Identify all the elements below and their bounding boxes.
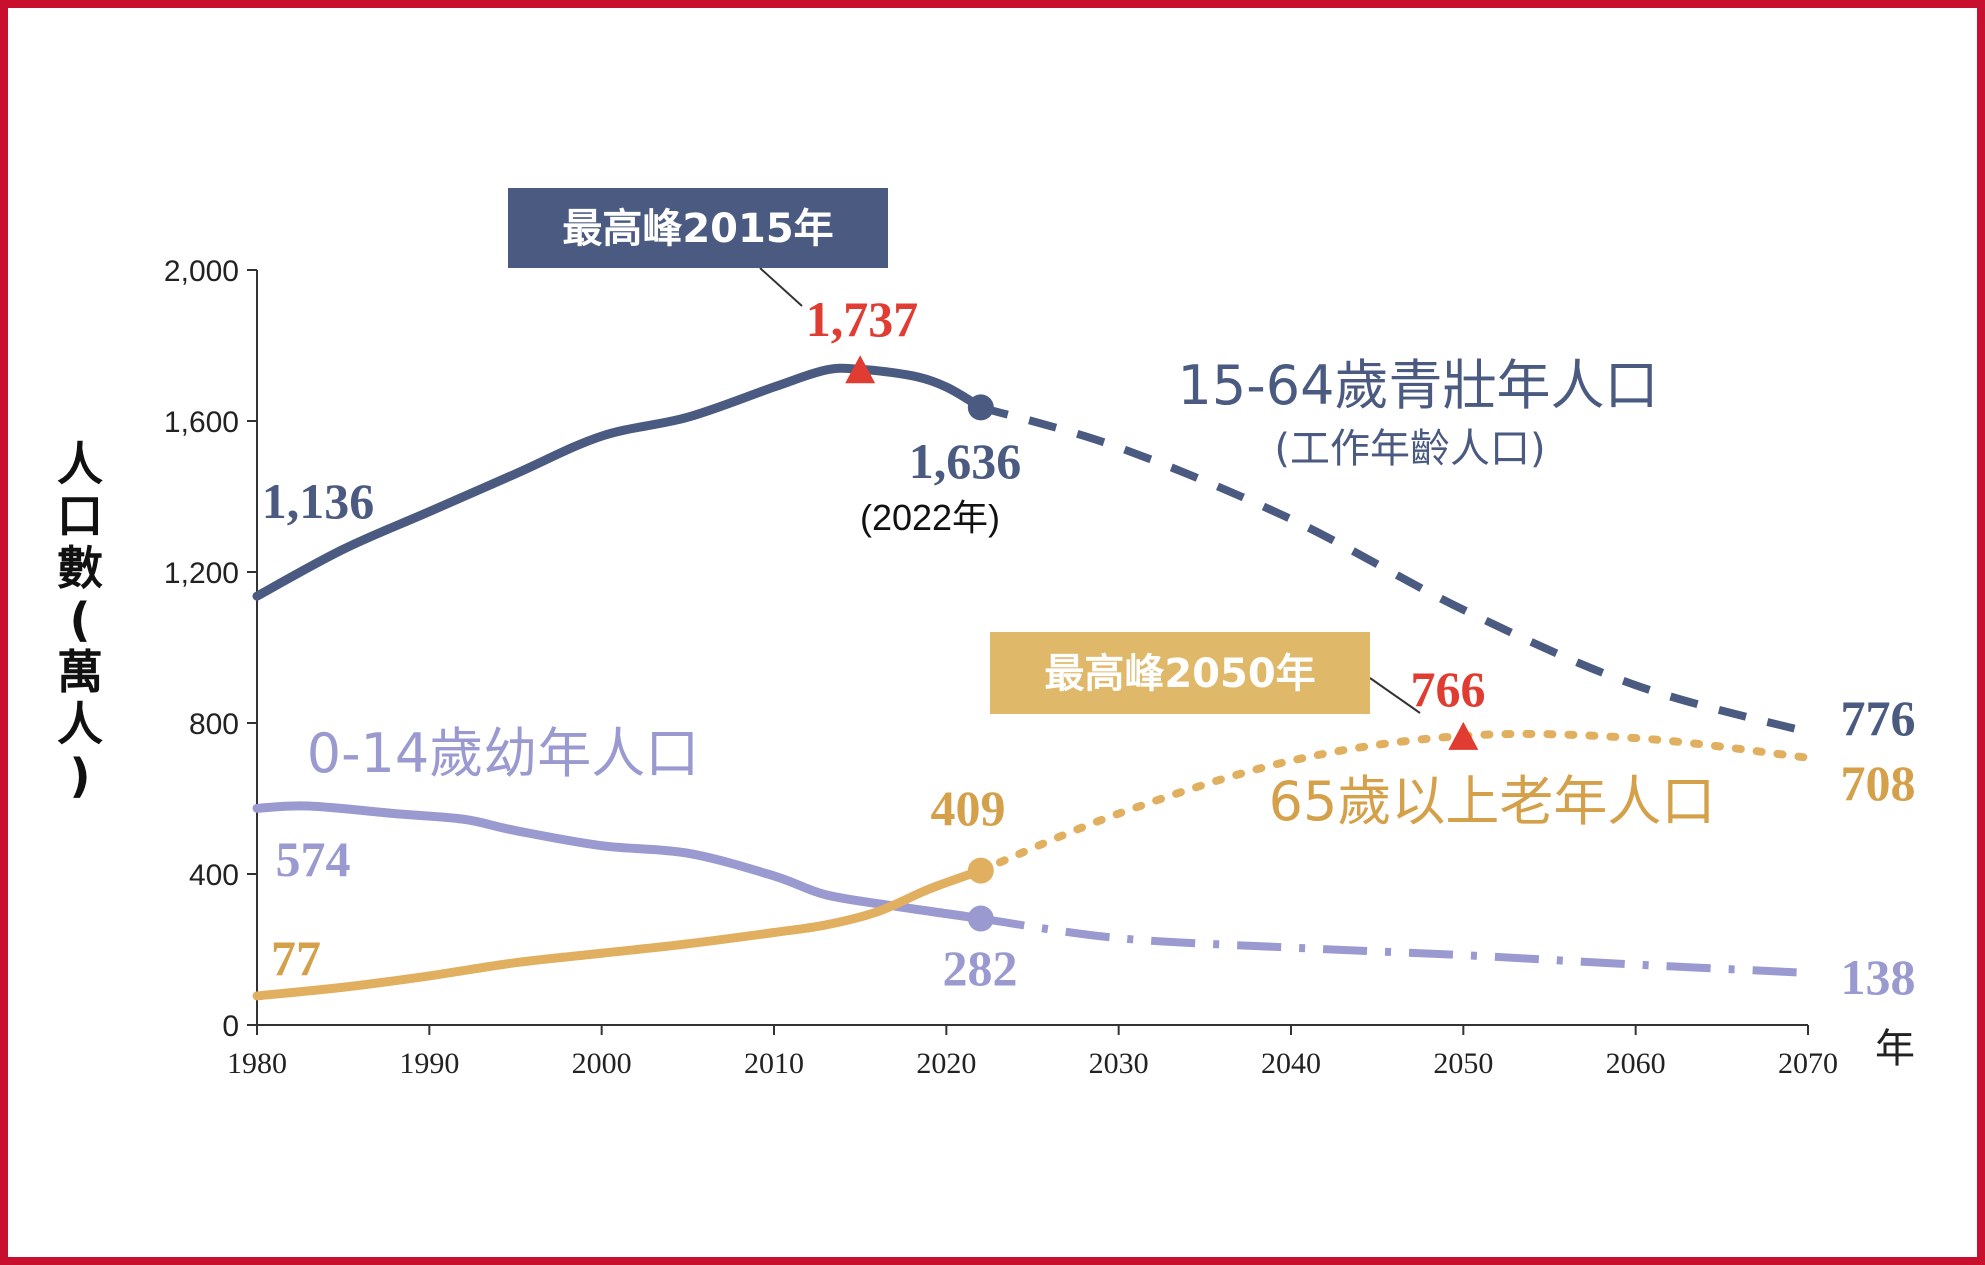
label-working-start: 1,136 [262,473,375,529]
y-tick-label: 400 [189,859,239,892]
label-elderly-current: 409 [931,780,1006,836]
y-tick-label: 800 [189,708,239,741]
x-tick-label: 2060 [1606,1047,1666,1080]
x-ticks: 1980 1990 2000 2010 2020 2030 2040 2050 2060 2070 [227,1025,1838,1080]
axes [256,270,1808,1026]
label-young-start: 574 [276,831,351,887]
series-name-working: 15-64歲青壯年人口 [1178,354,1659,417]
callout-elderly-text: 最高峰2050年 [1044,651,1315,697]
callout-working-peak: 最高峰2015年 [508,188,888,307]
y-axis-label: 人口數(萬人) [57,437,103,803]
series-name-young: 0-14歲幼年人口 [307,722,700,785]
x-tick-label: 2010 [744,1047,804,1080]
callout-elderly-peak: 最高峰2050年 [990,632,1421,714]
series-point-2022 [967,394,994,421]
x-axis-unit: 年 [1875,1026,1915,1072]
y-tick-label: 1,600 [164,406,239,439]
label-elderly-end: 708 [1841,755,1916,811]
y-tick-label: 2,000 [164,255,239,288]
x-tick-label: 2050 [1433,1047,1493,1080]
series-line-historical [252,801,986,924]
y-ticks: 0 400 800 1,200 1,600 2,000 [164,255,257,1043]
series-name-elderly: 65歲以上老年人口 [1269,770,1716,833]
label-elderly-peak: 766 [1411,661,1486,717]
x-tick-label: 2000 [572,1047,632,1080]
label-working-end: 776 [1841,690,1916,746]
x-tick-label: 2020 [916,1047,976,1080]
x-tick-label: 1980 [227,1047,287,1080]
label-working-current: 1,636 [909,433,1022,489]
label-young-current: 282 [943,940,1018,996]
y-tick-label: 1,200 [164,557,239,590]
label-young-end: 138 [1841,949,1916,1005]
x-tick-label: 2070 [1778,1047,1838,1080]
peak-marker [845,355,876,384]
callout-elderly-leader [1369,677,1421,714]
peak-marker [1448,721,1479,750]
callout-working-box [508,188,888,268]
series-line-projection [980,914,1809,977]
x-tick-label: 2040 [1261,1047,1321,1080]
series-subtitle-working: (工作年齡人口) [1274,426,1545,472]
series-line-historical [252,363,986,601]
callout-working-leader [759,267,803,307]
label-working-peak: 1,737 [806,291,919,347]
series-line-projection [976,729,1812,875]
x-tick-label: 1990 [399,1047,459,1080]
series-point-2022 [967,857,994,884]
x-tick-label: 2030 [1089,1047,1149,1080]
label-elderly-start: 77 [271,930,321,986]
series-point-2022 [967,905,994,932]
y-tick-label: 0 [222,1010,239,1043]
series-lines [252,363,1812,1001]
series-line-historical [252,866,986,1001]
callout-working-text: 最高峰2015年 [562,206,833,252]
series-markers [845,355,1479,932]
label-working-current-note: (2022年) [860,497,1000,538]
callout-elderly-box [990,632,1370,714]
